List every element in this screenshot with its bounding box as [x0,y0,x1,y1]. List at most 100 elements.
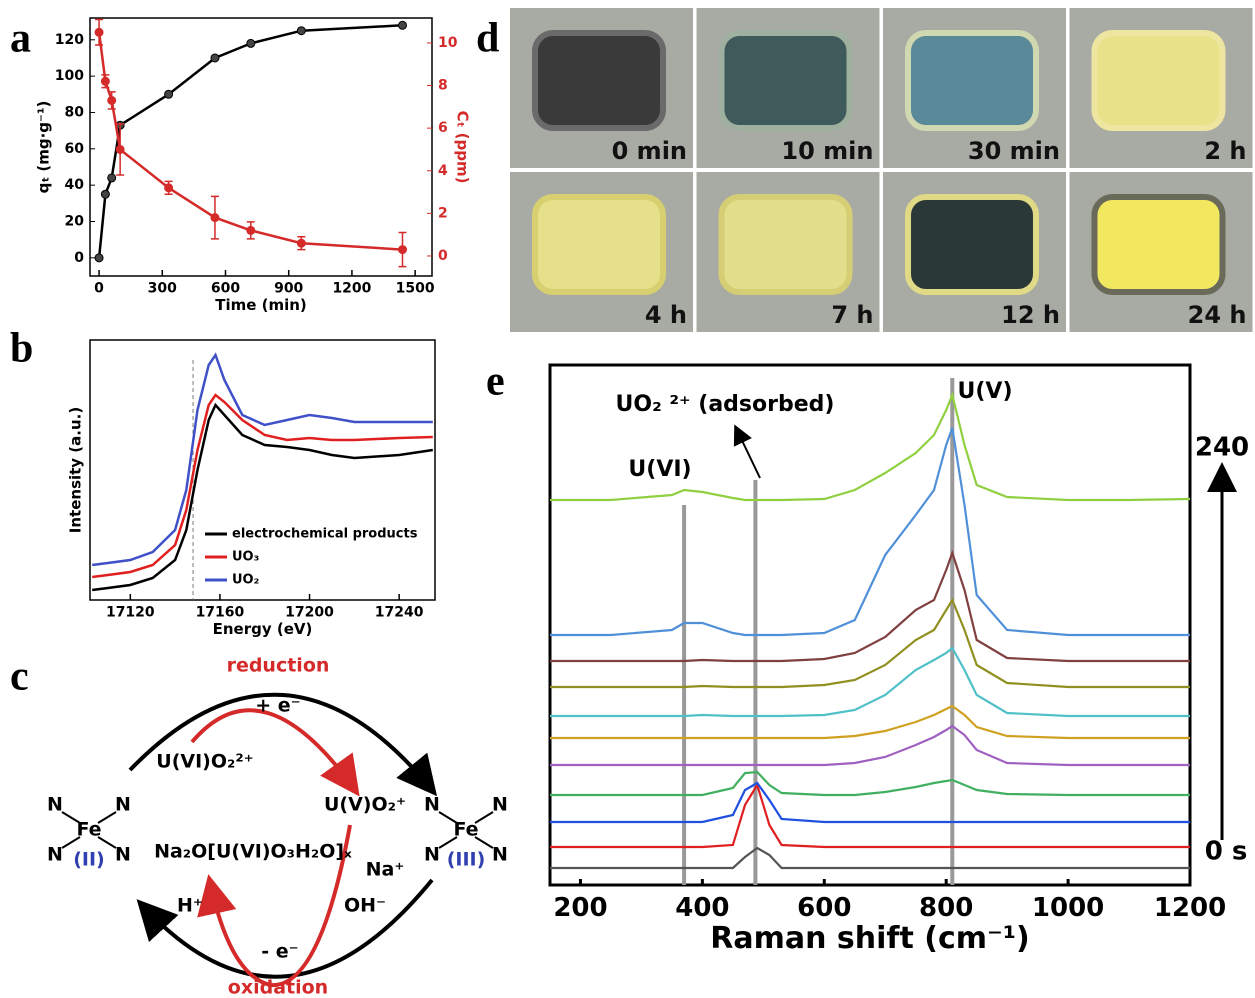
x-tick-label: 17200 [285,605,334,621]
series-line [550,726,1190,765]
label: Na₂O[U(VI)O₃H₂O]ₓ [154,841,352,863]
x-tick-label: 600 [797,893,851,923]
label: U(V)O₂⁺ [324,794,406,816]
photo-label: 7 h [831,301,873,329]
y-tick-label: 100 [55,68,84,84]
label: H⁺ [177,895,203,917]
photo-sample [1095,197,1223,292]
plot-frame [90,18,432,276]
marker [398,246,406,254]
series-line [550,783,1190,822]
photo-sample [722,33,850,128]
marker [101,190,109,198]
atom: N [492,844,508,866]
x-tick-label: 1000 [1032,893,1104,923]
atom: N [115,794,131,816]
marker [165,184,173,192]
marker [247,39,255,47]
label: oxidation [228,977,328,998]
annotation-label: UO₂ ²⁺ (adsorbed) [616,392,835,417]
x-tick-label: 17160 [196,605,245,621]
x-axis-label: Raman shift (cm⁻¹) [710,921,1029,956]
label: - e⁻ [261,941,298,963]
y2-tick-label: 4 [438,163,448,179]
x-axis-label: Time (min) [215,296,307,314]
plot-frame [550,365,1190,885]
marker [211,54,219,62]
marker [247,226,255,234]
marker [297,239,305,247]
x-tick-label: 600 [211,281,240,297]
annotation-arrow [736,428,760,478]
marker [398,21,406,29]
photo-label: 0 min [612,137,687,165]
panel-label: d [476,16,499,62]
panel-label: e [486,359,505,405]
label: reduction [227,655,330,677]
y2-tick-label: 6 [438,120,448,136]
x-tick-label: 200 [553,893,607,923]
series-line [550,648,1190,716]
atom: N [47,794,63,816]
y2-tick-label: 0 [438,248,448,264]
photo-sample [908,33,1036,128]
y-tick-label: 40 [65,177,85,193]
atom: N [492,794,508,816]
photo-sample [535,197,663,292]
series-line [550,600,1190,687]
y2-tick-label: 2 [438,205,448,221]
marker [211,214,219,222]
atom: N [424,844,440,866]
atom: Fe [76,819,101,841]
photo-sample [1095,33,1223,128]
redox-diagram: reduction + e⁻ U(VI)O₂²⁺ U(V)O₂⁺ Na₂O[U(… [47,655,508,998]
annotation-label: U(VI) [628,457,691,482]
atom: N [424,794,440,816]
x-tick-label: 17120 [106,605,155,621]
atom: Fe [453,819,478,841]
marker [95,28,103,36]
figure: a b c d e reduction + e⁻ U(VI)O₂²⁺ U(V)O… [0,0,1255,998]
legend-label: UO₃ [232,550,259,565]
marker [116,145,124,153]
time-label: 0 s [1205,837,1248,867]
marker [101,77,109,85]
label: Na⁺ [366,859,405,881]
photo-label: 24 h [1188,301,1247,329]
y-tick-label: 120 [55,32,84,48]
series-line [550,553,1190,661]
y2-tick-label: 10 [438,35,458,51]
plot-frame [90,340,435,600]
atom: N [47,844,63,866]
atom: N [115,844,131,866]
photo-label: 12 h [1001,301,1060,329]
y2-axis-label: Cₜ (ppm) [454,111,472,184]
y-axis-label: qₜ (mg·g⁻¹) [35,101,53,194]
marker [108,96,116,104]
y-tick-label: 0 [74,250,84,266]
panel-label: c [10,654,29,700]
y-tick-label: 80 [65,104,85,120]
x-tick-label: 0 [94,281,104,297]
photo-sample [722,197,850,292]
photo-sample [908,197,1036,292]
y2-tick-label: 8 [438,78,448,94]
x-axis-label: Energy (eV) [213,620,313,638]
marker [95,254,103,262]
series-line [99,32,402,249]
x-tick-label: 17240 [375,605,424,621]
label: + e⁻ [255,695,300,717]
x-tick-label: 400 [675,893,729,923]
marker [297,27,305,35]
label: OH⁻ [344,895,386,917]
photo-label: 30 min [968,137,1060,165]
x-tick-label: 1500 [396,281,435,297]
legend-label: UO₂ [232,573,259,588]
photo-sample [535,33,663,128]
x-tick-label: 900 [274,281,303,297]
time-label: 240 [1195,433,1249,463]
label: U(VI)O₂²⁺ [156,751,253,773]
y-tick-label: 60 [65,141,85,157]
x-tick-label: 1200 [1154,893,1226,923]
annotation-label: U(V) [958,379,1013,404]
